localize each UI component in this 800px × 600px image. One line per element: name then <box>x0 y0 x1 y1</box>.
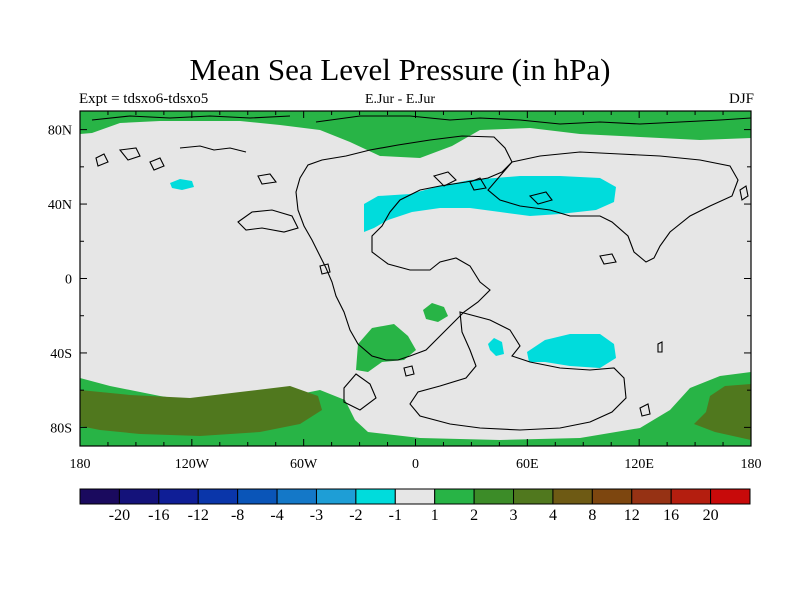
lon-tick-label: 180 <box>70 457 91 472</box>
colorbar-swatch <box>276 488 317 505</box>
colorbar-swatch <box>355 488 396 505</box>
colorbar-label: 4 <box>549 507 557 524</box>
colorbar-swatch <box>237 488 278 505</box>
colorbar-swatch <box>710 488 751 505</box>
lat-tick-label: 80S <box>50 421 72 436</box>
colorbar-label: -4 <box>270 507 283 524</box>
colorbar-label: -20 <box>109 507 130 524</box>
colorbar-swatch <box>552 488 593 505</box>
colorbar-label: 2 <box>470 507 478 524</box>
coastlines <box>91 115 751 431</box>
colorbar-label: 1 <box>431 507 439 524</box>
anomaly-region-central-africa <box>423 303 448 322</box>
map-plot: 80N 40N 0 40S 80S 180 120W 60W 0 60E 120E 180 <box>48 110 762 472</box>
colorbar-swatch <box>631 488 672 505</box>
colorbar-swatch <box>434 488 475 505</box>
colorbar: -20 -16 -12 -8 -4 -3 -2 -1 1 2 3 4 8 12 16 20 <box>79 488 751 524</box>
anomaly-region-south-africa-negative <box>488 338 504 356</box>
anomaly-region-north-pacific-negative <box>170 179 194 190</box>
colorbar-label: -1 <box>389 507 402 524</box>
colorbar-swatch <box>591 488 633 505</box>
lat-tick-label: 40S <box>50 347 72 362</box>
lon-tick-label: 0 <box>412 457 419 472</box>
colorbar-label: -3 <box>310 507 323 524</box>
colorbar-swatch <box>670 488 712 505</box>
lat-tick-label: 80N <box>48 124 72 139</box>
colorbar-swatch <box>394 488 436 505</box>
lon-tick-label: 60W <box>290 457 318 472</box>
experiment-label: Expt = tdsxo6-tdsxo5 <box>79 91 209 107</box>
map-background <box>80 111 751 446</box>
colorbar-label: 3 <box>510 507 518 524</box>
colorbar-swatch <box>79 488 120 505</box>
season-label: DJF <box>728 91 754 107</box>
colorbar-swatch <box>513 488 554 505</box>
colorbar-label: -12 <box>188 507 209 524</box>
colorbar-label: -8 <box>231 507 244 524</box>
lon-tick-label: 120E <box>624 457 654 472</box>
colorbar-swatch <box>197 488 239 505</box>
colorbar-label: 8 <box>588 507 596 524</box>
colorbar-label: 12 <box>624 507 640 524</box>
lon-tick-label: 180 <box>741 457 762 472</box>
colorbar-swatch <box>158 488 199 505</box>
anomaly-region-south-strong-right <box>694 384 751 440</box>
colorbar-label: 20 <box>703 507 719 524</box>
colorbar-label: -16 <box>148 507 169 524</box>
colorbar-swatch <box>315 488 357 505</box>
axis-ticks: 80N 40N 0 40S 80S 180 120W 60W 0 60E 120E 180 <box>48 111 762 472</box>
period-label: E.Jur - E.Jur <box>365 92 435 107</box>
lat-tick-label: 40N <box>48 198 72 213</box>
colorbar-swatch <box>473 488 515 505</box>
anomaly-region-south-indian-negative <box>527 334 616 368</box>
anomaly-region-tethys-negative <box>364 176 616 232</box>
colorbar-label: 16 <box>663 507 679 524</box>
page-title: Mean Sea Level Pressure (in hPa) <box>189 52 611 87</box>
colorbar-label: -2 <box>349 507 362 524</box>
lon-tick-label: 60E <box>516 457 539 472</box>
lon-tick-label: 120W <box>175 457 210 472</box>
anomaly-region-south-strong-left <box>80 386 322 436</box>
lat-tick-label: 0 <box>65 273 72 288</box>
anomaly-region-south-atlantic <box>356 324 416 372</box>
colorbar-swatch <box>118 488 160 505</box>
